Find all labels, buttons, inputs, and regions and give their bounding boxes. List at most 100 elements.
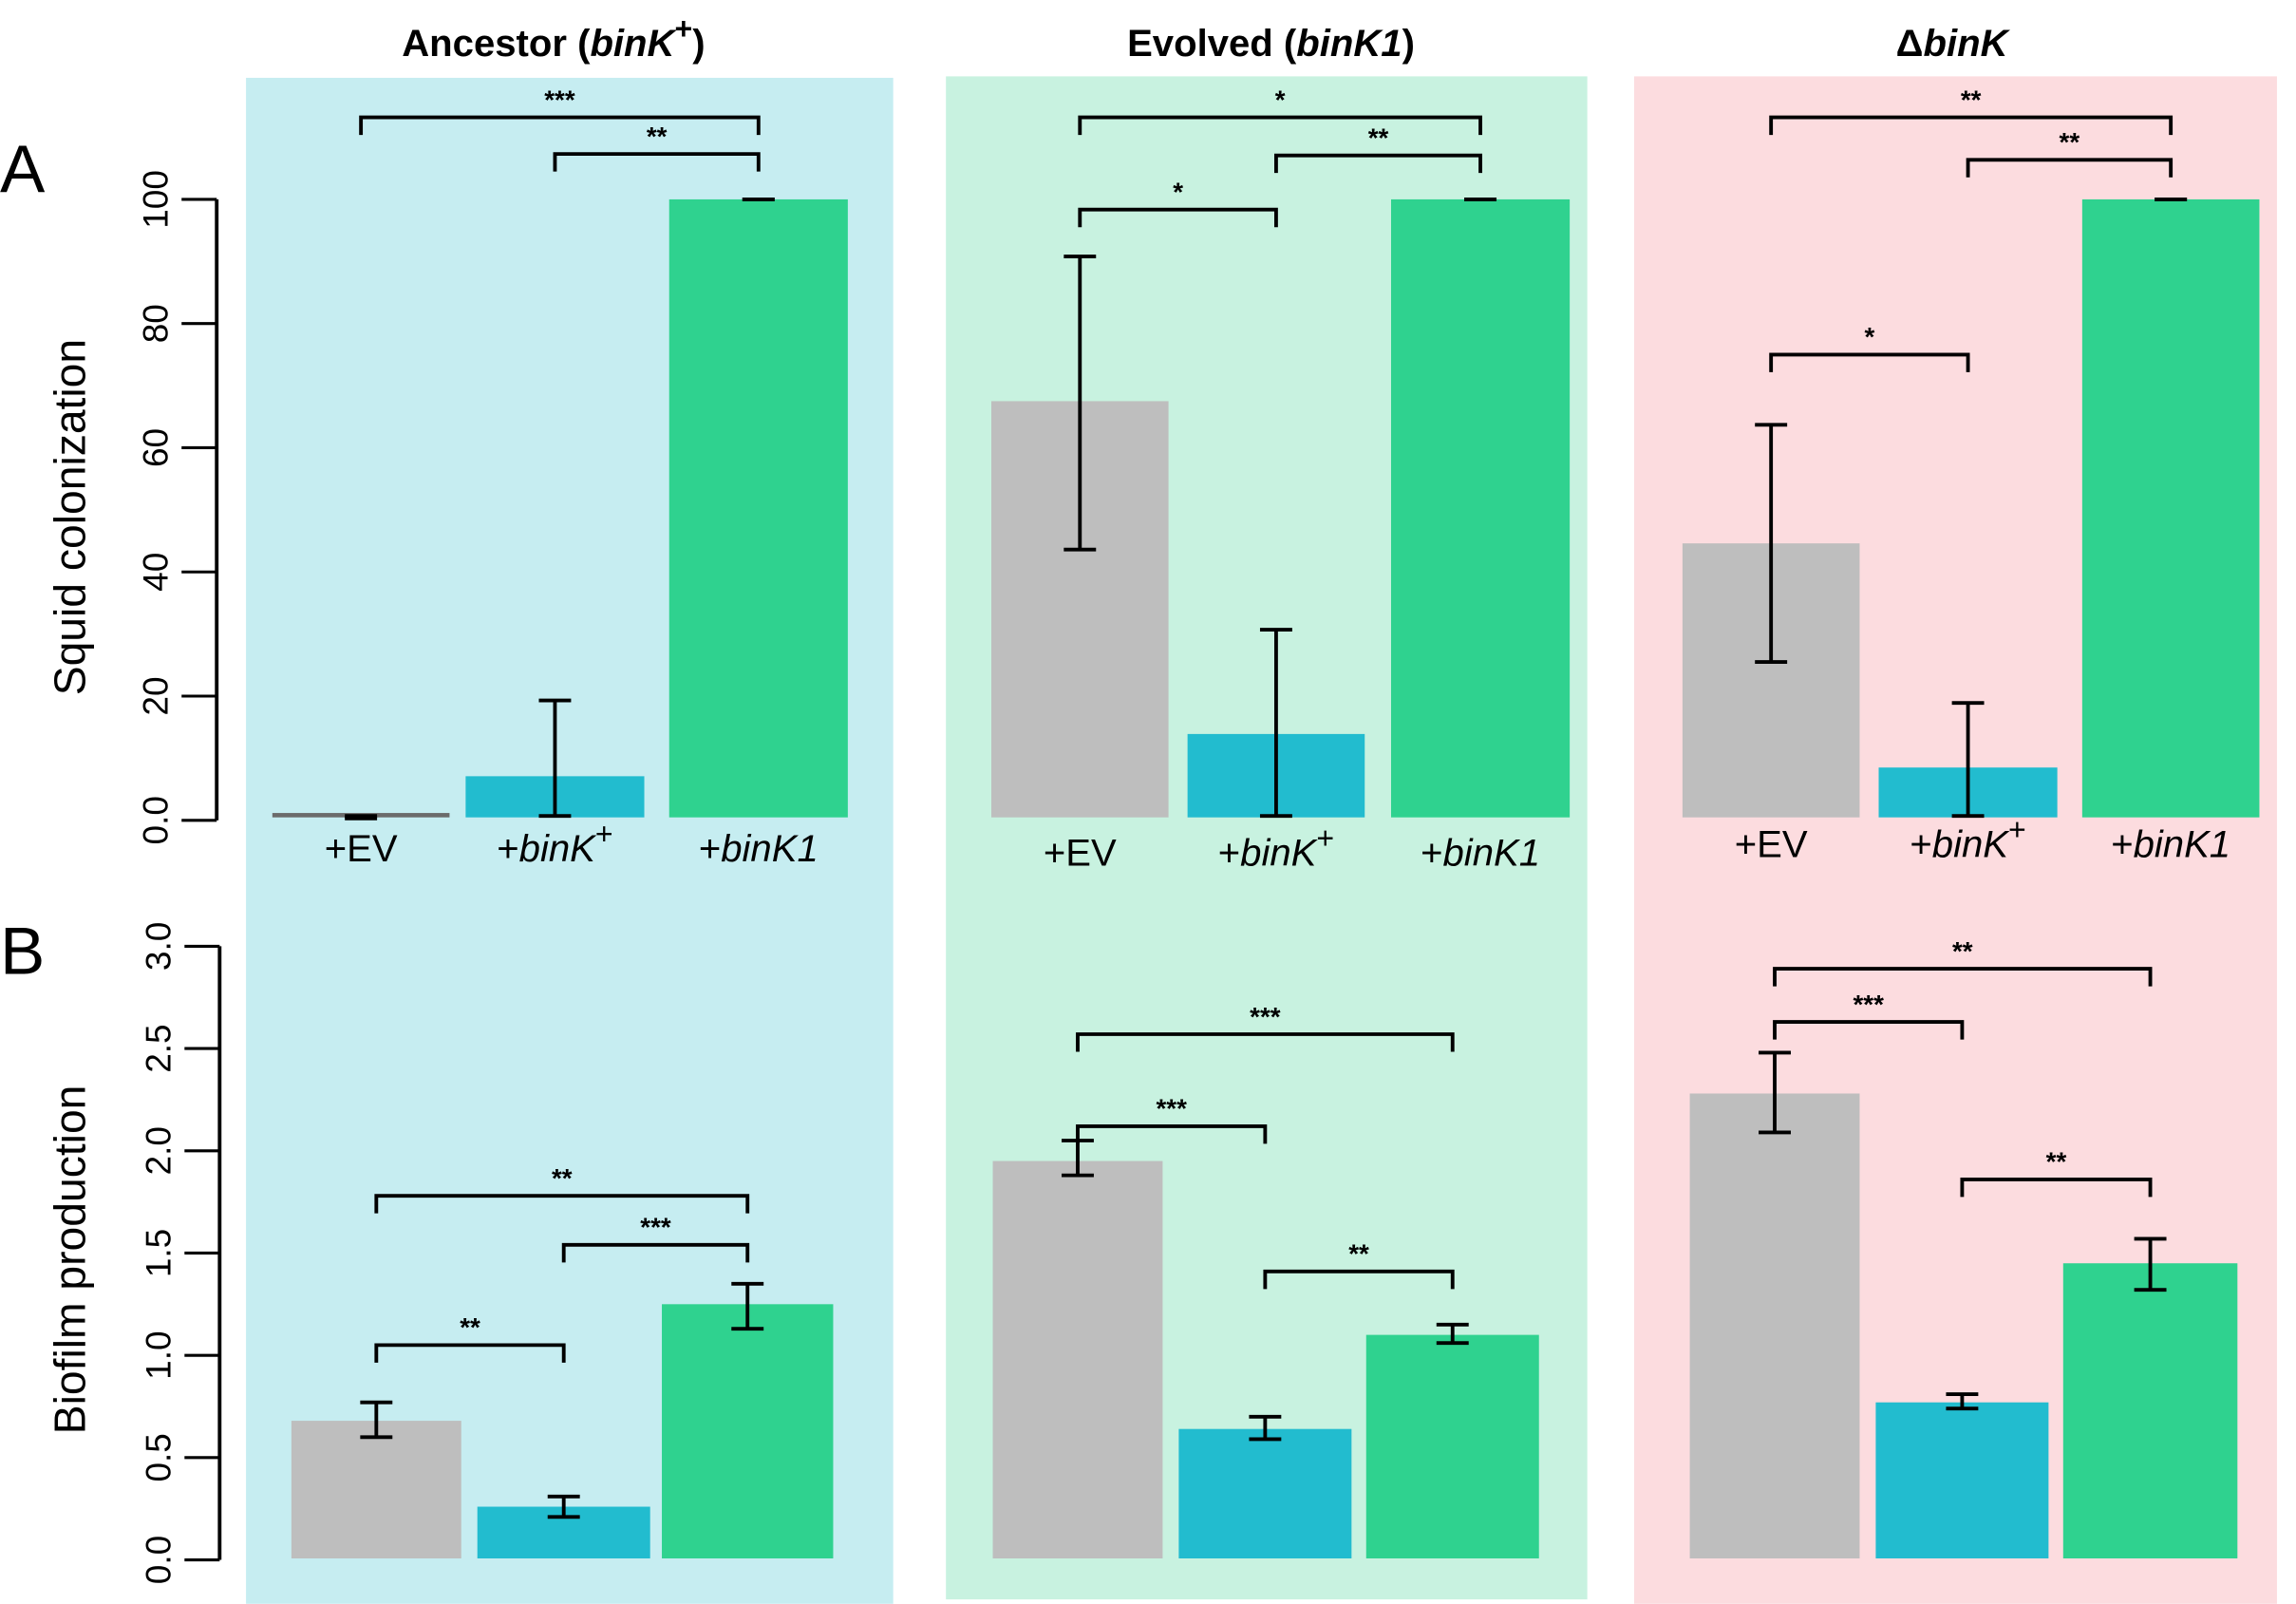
category-label-plain: +	[2111, 823, 2133, 865]
biofilm-bar	[291, 1421, 461, 1558]
biofilm-bracket	[561, 1242, 750, 1263]
biofilm-bar	[1875, 1402, 2049, 1558]
colonization-y-label: Squid colonization	[45, 339, 94, 695]
category-label-plain: +	[497, 828, 518, 870]
colonization-bracket	[1769, 115, 2174, 136]
biofilm-bracket	[1773, 967, 2153, 987]
colonization-bar	[1390, 198, 1571, 818]
colonization-bracket	[1274, 153, 1482, 174]
colonization-significance-label: **	[1368, 123, 1389, 152]
colonization-tick-label: 60	[135, 428, 175, 467]
biofilm-bar	[1178, 1428, 1352, 1558]
colonization-tick-label: 0.0	[135, 796, 175, 844]
category-label-plain: +	[1421, 833, 1442, 875]
biofilm-significance-label: ***	[1156, 1094, 1187, 1123]
category-label-plain: +	[1218, 833, 1240, 875]
colonization-significance-label: *	[1864, 322, 1874, 351]
biofilm-tick-label: 0.0	[138, 1536, 178, 1584]
biofilm-bar	[1365, 1334, 1539, 1558]
biofilm-significance-label: **	[552, 1163, 573, 1193]
colonization-significance-label: **	[647, 122, 668, 151]
biofilm-bracket	[1960, 1178, 2153, 1198]
biofilm-bracket	[374, 1343, 566, 1363]
category-label-plain: +EV	[325, 828, 398, 870]
category-label: +binK+	[1910, 812, 2025, 865]
category-label: +EV	[1044, 833, 1117, 875]
bars	[272, 198, 2260, 1558]
biofilm-tick-label: 2.5	[138, 1024, 178, 1072]
category-label-plain: +	[1910, 823, 1931, 865]
biofilm-significance-label: **	[460, 1312, 480, 1342]
biofilm-tick-label: 1.5	[138, 1229, 178, 1277]
column-title-close: )	[692, 23, 705, 65]
colonization-significance-label: *	[1173, 177, 1183, 206]
biofilm-tick-label: 3.0	[138, 922, 178, 971]
category-label-italic: binK	[519, 828, 597, 870]
column-title: Evolved (binK1)	[1127, 23, 1415, 65]
biofilm-bar	[1689, 1093, 1860, 1558]
category-label-plain: +	[699, 828, 721, 870]
biofilm-bracket	[1773, 1020, 1965, 1040]
biofilm-significance-label: ***	[1250, 1002, 1281, 1031]
biofilm-tick-label: 2.0	[138, 1126, 178, 1175]
category-label-sup: +	[2008, 812, 2026, 846]
column-title: Ancestor (binK+)	[402, 11, 705, 65]
colonization-bar	[2081, 198, 2260, 818]
biofilm-bracket	[1263, 1269, 1455, 1290]
biofilm-significance-label: ***	[1854, 990, 1885, 1019]
biofilm-bracket	[1076, 1032, 1455, 1052]
category-label-italic: binK	[1240, 833, 1318, 875]
category-label: +binK+	[1218, 821, 1334, 875]
colonization-significance-label: *	[1275, 85, 1286, 114]
column-title-plain: Δ	[1896, 23, 1924, 65]
colonization-bracket	[1078, 207, 1278, 228]
column-title: ΔbinK	[1896, 23, 2011, 65]
category-label-italic: binK	[1932, 823, 2010, 865]
column-title-italic: binK1	[1296, 23, 1402, 65]
colonization-significance-label: ***	[544, 85, 575, 114]
colonization-tick-label: 20	[135, 676, 175, 715]
biofilm-bar	[992, 1161, 1163, 1558]
significance-brackets: ************************************	[359, 85, 2174, 1363]
category-label-plain: +EV	[1044, 833, 1117, 875]
biofilm-bracket	[1076, 1124, 1268, 1144]
biofilm-y-label: Biofilm production	[45, 1085, 94, 1435]
colonization-bracket	[553, 152, 761, 172]
biofilm-significance-label: ***	[640, 1213, 671, 1242]
colonization-bracket	[359, 115, 761, 136]
panel-letter-b: B	[0, 915, 45, 990]
biofilm-bar	[662, 1304, 834, 1558]
column-title-plain: Evolved (	[1127, 23, 1297, 65]
category-label: +binK1	[2111, 823, 2230, 865]
column-title-italic: binK	[1923, 23, 2010, 65]
category-label: +binK+	[497, 817, 612, 870]
column-title-sup: +	[674, 11, 692, 46]
colonization-significance-label: **	[1961, 85, 1982, 114]
category-label-italic: binK1	[1443, 833, 1541, 875]
biofilm-tick-label: 1.0	[138, 1330, 178, 1379]
colonization-tick-label: 100	[135, 170, 175, 229]
category-label: +binK1	[699, 828, 819, 870]
axes: 0.0 20 40 60 80 100 Squid colonization 0.0 0.5 1.…	[45, 170, 222, 1584]
colonization-tick-label: 80	[135, 304, 175, 343]
biofilm-significance-label: **	[2046, 1147, 2067, 1177]
colonization-bracket	[1078, 115, 1482, 136]
category-label: +EV	[1735, 823, 1808, 865]
colonization-bar	[668, 198, 848, 818]
category-label: +binK1	[1421, 833, 1540, 875]
category-label-sup: +	[1316, 821, 1334, 856]
biofilm-tick-label: 0.5	[138, 1433, 178, 1481]
column-title-close: )	[1402, 23, 1415, 65]
biofilm-bar	[2062, 1263, 2238, 1558]
panel-letter-a: A	[0, 132, 46, 207]
biofilm-bracket	[374, 1194, 750, 1214]
colonization-bracket	[1966, 158, 2174, 178]
category-label-italic: binK1	[721, 828, 819, 870]
category-label-plain: +EV	[1735, 823, 1808, 865]
biofilm-significance-label: **	[1348, 1239, 1369, 1269]
category-label-sup: +	[595, 817, 613, 851]
colonization-significance-label: **	[2060, 127, 2080, 157]
column-title-plain: Ancestor (	[402, 23, 591, 65]
